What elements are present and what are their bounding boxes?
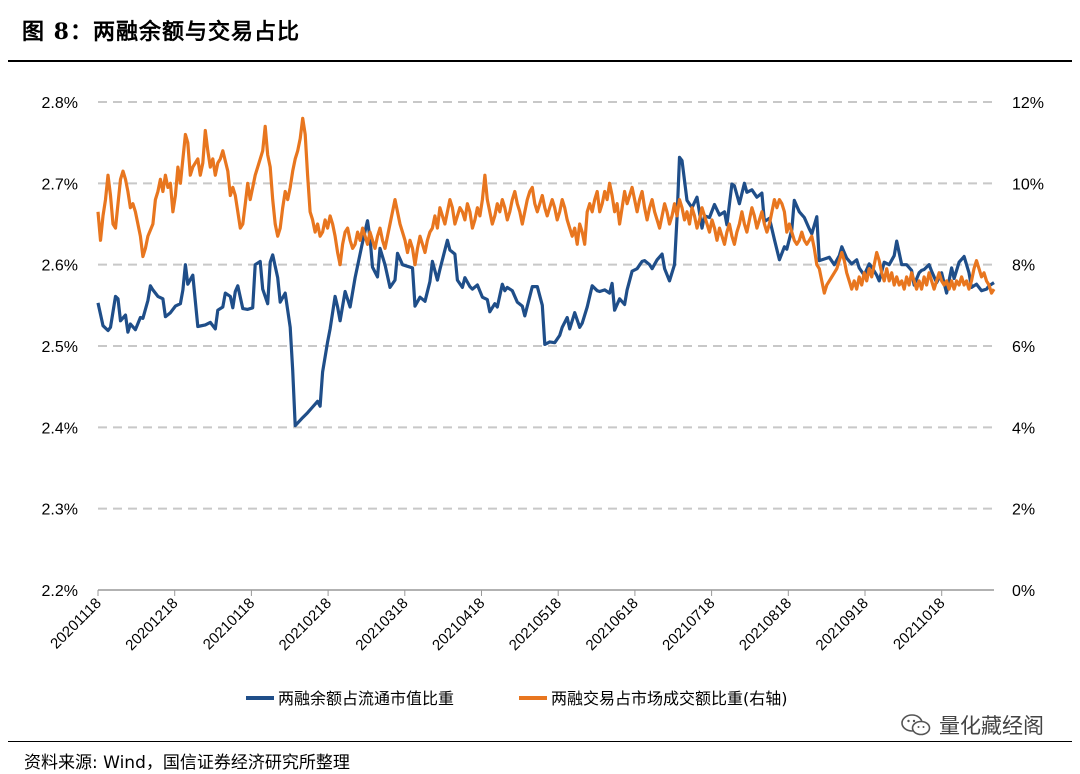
x-tick-label: 20210918 <box>813 595 872 654</box>
right-tick-label: 4% <box>1012 420 1035 437</box>
x-tick-label: 20210818 <box>736 595 795 654</box>
footer-divider <box>8 741 1072 742</box>
x-tick-label: 20211018 <box>890 595 948 653</box>
left-tick-label: 2.5% <box>42 339 78 356</box>
legend-item-margin-balance-label: 两融余额占流通市值比重 <box>278 689 454 708</box>
left-tick-label: 2.6% <box>42 258 78 275</box>
series-line-margin-trading <box>96 116 996 295</box>
left-tick-label: 2.7% <box>42 176 78 193</box>
right-tick-label: 0% <box>1012 583 1035 600</box>
left-y-axis: 2.2% 2.3% 2.4% 2.5% 2.6% 2.7% 2.8% <box>42 95 78 600</box>
x-axis: 20201118 20201218 20210118 20210218 20210318… <box>47 589 994 654</box>
left-tick-label: 2.2% <box>42 583 78 600</box>
x-tick-label: 20210218 <box>276 595 335 654</box>
x-tick-label: 20201118 <box>47 595 105 653</box>
x-tick-label: 20210618 <box>583 595 642 654</box>
legend-item-margin-trading-label: 两融交易占市场成交额比重(右轴) <box>551 689 788 708</box>
left-tick-label: 2.3% <box>42 502 78 519</box>
right-tick-label: 2% <box>1012 502 1035 519</box>
title-bar: 图 8：两融余额与交易占比 <box>0 0 1080 62</box>
chart-canvas: 2.2% 2.3% 2.4% 2.5% 2.6% 2.7% 2.8% 0% 2% 4% 6% 8% 1… <box>42 95 1045 708</box>
series-lines <box>96 116 996 428</box>
right-tick-label: 6% <box>1012 339 1035 356</box>
chart-title: 图 8：两融余额与交易占比 <box>22 19 300 45</box>
right-tick-label: 12% <box>1012 95 1044 112</box>
x-tick-label: 20210418 <box>429 595 488 654</box>
right-tick-label: 8% <box>1012 258 1035 275</box>
x-tick-label: 20210318 <box>352 595 411 654</box>
legend: 两融余额占流通市值比重 两融交易占市场成交额比重(右轴) <box>246 689 788 708</box>
watermark-text: 量化藏经阁 <box>939 714 1044 738</box>
left-tick-label: 2.8% <box>42 95 78 112</box>
x-tick-label: 20210518 <box>506 595 565 654</box>
source-note: 资料来源: Wind，国信证券经济研究所整理 <box>24 753 350 773</box>
series-line-margin-balance <box>96 155 995 428</box>
title-divider <box>8 60 1072 62</box>
x-tick-label: 20201218 <box>122 595 181 654</box>
wechat-icon <box>901 714 931 736</box>
right-y-axis: 0% 2% 4% 6% 8% 10% 12% <box>1012 95 1044 600</box>
left-tick-label: 2.4% <box>42 420 78 437</box>
x-tick-label: 20210118 <box>200 595 258 653</box>
watermark: 量化藏经阁 <box>901 710 1044 740</box>
right-tick-label: 10% <box>1012 176 1044 193</box>
x-tick-label: 20210718 <box>659 595 718 654</box>
